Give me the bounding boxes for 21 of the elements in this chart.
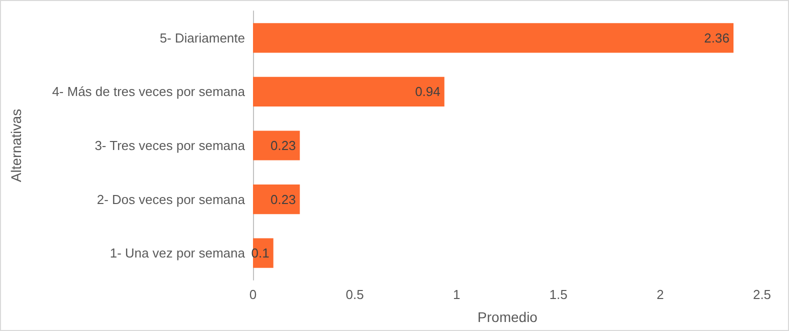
y-tick-label: 2- Dos veces por semana (96, 192, 246, 207)
bar (253, 76, 444, 106)
y-tick-label: 5- Diariamente (160, 30, 245, 46)
data-label: 2.36 (704, 30, 730, 46)
bar (253, 23, 734, 53)
y-tick-label: 4- Más de tres veces por semana (52, 84, 246, 100)
x-tick-label: 1.5 (549, 287, 568, 302)
y-tick-label: 1- Una vez por semana (110, 246, 246, 261)
x-tick-label: 1 (452, 287, 460, 302)
data-label: 0.23 (270, 192, 296, 207)
y-tick-label: 3- Tres veces por semana (94, 138, 246, 153)
data-label: 0.94 (415, 84, 440, 100)
x-tick-label: 2 (656, 287, 664, 302)
data-label: 0.23 (270, 138, 296, 153)
bar (253, 184, 300, 214)
x-tick-label: 0 (249, 287, 257, 302)
x-tick-label: 2.5 (752, 287, 772, 302)
x-axis-title: Promedio (478, 309, 538, 325)
bar (253, 130, 300, 160)
y-axis-title: Alternativas (8, 108, 24, 182)
x-tick-label: 0.5 (346, 287, 364, 302)
